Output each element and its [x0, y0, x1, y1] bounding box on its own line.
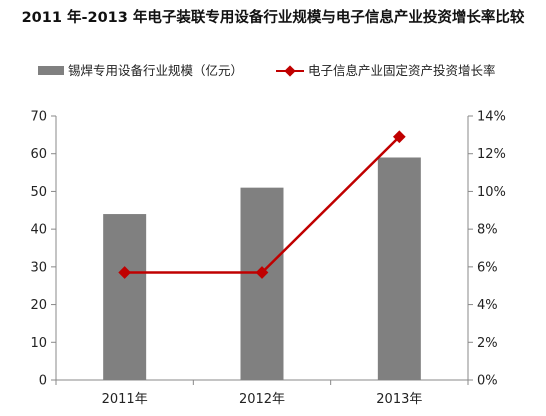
y-left-tick-label: 70 [30, 110, 47, 125]
y-left-tick-label: 40 [30, 223, 47, 238]
line-point [392, 130, 406, 144]
y-right-tick-label: 10% [477, 185, 506, 200]
y-left-tick-label: 30 [30, 260, 47, 275]
y-right-tick-label: 0% [477, 374, 498, 389]
y-right-tick-label: 8% [477, 223, 498, 238]
legend-bar-label: 锡焊专用设备行业规模（亿元） [68, 63, 243, 78]
y-right-tick-label: 6% [477, 260, 498, 275]
x-tick-label: 2012年 [239, 392, 285, 407]
x-tick-label: 2013年 [376, 392, 422, 407]
y-left-tick-label: 0 [39, 374, 47, 389]
legend-line-label: 电子信息产业固定资产投资增长率 [308, 63, 496, 78]
bar [103, 214, 147, 380]
x-tick-label: 2011年 [102, 392, 148, 407]
line-point [118, 266, 132, 279]
y-left-tick-label: 60 [30, 147, 47, 162]
legend-line-marker [284, 65, 296, 77]
y-left-tick-label: 20 [30, 298, 47, 313]
plot-area: 0 10 20 30 40 50 60 70 0% 2% 4% 6% 8% 10% 12% 14% 2011年 2… [30, 110, 505, 408]
y-right-tick-label: 12% [477, 147, 506, 162]
y-right-tick-label: 4% [477, 298, 498, 313]
chart-title: 2011 年-2013 年电子装联专用设备行业规模与电子信息产业投资增长率比较 [21, 10, 525, 26]
y-right-tick-label: 2% [477, 336, 498, 351]
bar [377, 157, 421, 380]
legend: 锡焊专用设备行业规模（亿元） 电子信息产业固定资产投资增长率 [38, 63, 496, 78]
y-left-tick-label: 10 [30, 336, 47, 351]
bar [240, 187, 284, 380]
y-right-tick-label: 14% [477, 110, 506, 125]
legend-bar-swatch [38, 66, 64, 75]
line-point [255, 266, 269, 279]
y-left-tick-label: 50 [30, 185, 47, 200]
